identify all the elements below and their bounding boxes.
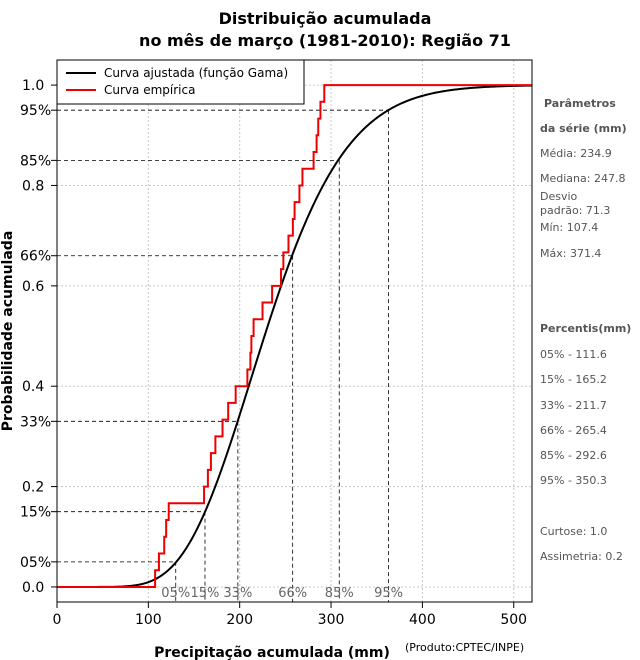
axis-ticks: 0 100 200 300 400 5000.00.20.40.60.81.005%15%… — [20, 78, 527, 628]
percentile-x-label: 95% — [374, 586, 403, 601]
series-group — [56, 84, 533, 588]
credit-text: (Produto:CPTEC/INPE) — [405, 641, 524, 654]
pct-85: 85% - 292.6 — [540, 449, 607, 462]
legend-label-empirical: Curva empírica — [104, 83, 195, 97]
pct-95: 95% - 350.3 — [540, 474, 607, 487]
pct-15: 15% - 165.2 — [540, 373, 607, 386]
plot-frame — [56, 59, 533, 603]
side-panel: Parâmetros da série (mm) Média: 234.9 Me… — [540, 97, 631, 563]
pct-33: 33% - 211.7 — [540, 399, 607, 412]
y-tick-label: 1.0 — [22, 78, 44, 94]
pct-05: 05% - 111.6 — [540, 348, 607, 361]
percentile-y-label: 05% — [20, 555, 51, 571]
params-title-2: da série (mm) — [540, 122, 627, 135]
percentile-x-label: 15% — [191, 586, 220, 601]
y-tick-label: 0.8 — [22, 178, 44, 194]
x-tick-label: 400 — [409, 612, 436, 628]
legend-label-fitted: Curva ajustada (função Gama) — [104, 66, 288, 80]
y-tick-label: 0.6 — [22, 279, 44, 295]
grid-lines — [56, 60, 532, 602]
stat-min: Mín: 107.4 — [540, 221, 598, 234]
x-tick-label: 0 — [53, 612, 62, 628]
y-axis-label: Probabilidade acumulada — [0, 231, 16, 432]
x-tick-label: 100 — [135, 612, 162, 628]
y-tick-label: 0.4 — [22, 379, 44, 395]
percentile-labels: 05% 15% 33% 66% 85% 95% — [161, 586, 403, 601]
stat-max: Máx: 371.4 — [540, 247, 601, 260]
fitted-gamma-curve — [57, 84, 533, 588]
percentile-x-label: 33% — [223, 586, 252, 601]
pct-66: 66% - 265.4 — [540, 424, 607, 437]
params-title-1: Parâmetros — [544, 97, 616, 110]
stat-curtose: Curtose: 1.0 — [540, 525, 607, 538]
percentile-y-label: 85% — [20, 153, 51, 169]
x-tick-label: 300 — [318, 612, 345, 628]
legend: Curva ajustada (função Gama) Curva empír… — [56, 59, 305, 105]
y-tick-label: 0.0 — [22, 580, 44, 596]
stat-media: Média: 234.9 — [540, 147, 612, 160]
stat-desvio-2: padrão: 71.3 — [540, 204, 610, 217]
percentile-y-label: 95% — [20, 103, 51, 119]
percentile-guides — [57, 109, 389, 602]
stat-desvio-1: Desvio — [540, 190, 578, 203]
percentile-x-label: 05% — [161, 586, 190, 601]
x-tick-label: 500 — [500, 612, 527, 628]
stat-mediana: Mediana: 247.8 — [540, 172, 625, 185]
x-axis-label: Precipitação acumulada (mm) — [154, 645, 390, 660]
empirical-step-curve — [56, 84, 532, 588]
percentis-title: Percentis(mm) — [540, 322, 631, 335]
x-tick-label: 200 — [226, 612, 253, 628]
percentile-y-label: 33% — [20, 414, 51, 430]
chart-title-line2: no mês de março (1981-2010): Região 71 — [139, 31, 511, 50]
percentile-y-label: 66% — [20, 249, 51, 265]
y-tick-label: 0.2 — [22, 480, 44, 496]
percentile-x-label: 66% — [278, 586, 307, 601]
legend-box — [56, 59, 305, 105]
percentile-x-label: 85% — [325, 586, 354, 601]
chart-title-line1: Distribuição acumulada — [219, 9, 432, 28]
percentile-y-label: 15% — [20, 505, 51, 521]
stat-assimetria: Assimetria: 0.2 — [540, 550, 623, 563]
